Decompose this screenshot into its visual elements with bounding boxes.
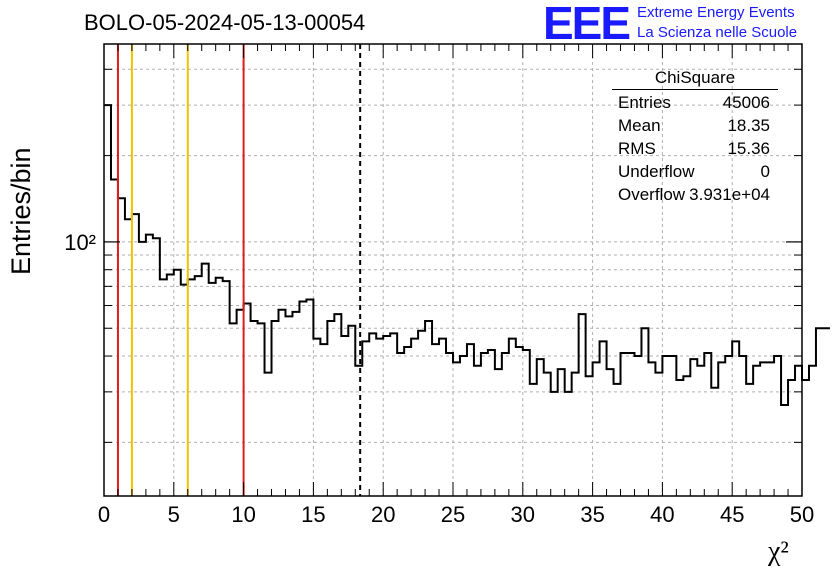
stats-row-underflow: Underflow 0 <box>612 160 778 183</box>
x-tick-label: 10 <box>231 502 255 527</box>
x-tick-label: 0 <box>98 502 110 527</box>
stats-row-overflow: Overflow 3.931e+04 <box>612 183 778 206</box>
stats-value: 45006 <box>722 93 770 112</box>
chart-title: BOLO-05-2024-05-13-00054 <box>84 10 366 35</box>
stats-key: RMS <box>618 139 656 158</box>
stats-row-mean: Mean 18.35 <box>612 114 778 137</box>
brand-line-2: La Scienza nelle Scuole <box>637 24 798 41</box>
x-tick-label: 50 <box>790 502 814 527</box>
x-tick-label: 5 <box>168 502 180 527</box>
y-tick-label: 10² <box>64 230 96 255</box>
brand-line-1: Extreme Energy Events <box>637 4 795 21</box>
x-tick-label: 45 <box>720 502 744 527</box>
histogram-series-line <box>104 104 830 406</box>
stats-value: 0 <box>760 162 770 181</box>
x-tick-label: 20 <box>371 502 395 527</box>
x-tick-label: 35 <box>580 502 604 527</box>
x-axis-label: χ² <box>768 536 789 567</box>
stats-box: ChiSquare Entries 45006 Mean 18.35 RMS 1… <box>612 68 778 206</box>
x-tick-label: 30 <box>511 502 535 527</box>
stats-key: Underflow <box>618 162 695 181</box>
stats-value: 3.931e+04 <box>689 185 770 204</box>
stats-key: Mean <box>618 116 661 135</box>
eee-logo: EEE <box>543 0 631 49</box>
stats-key: Overflow <box>618 185 686 204</box>
stats-row-rms: RMS 15.36 <box>612 137 778 160</box>
stats-row-entries: Entries 45006 <box>612 91 778 114</box>
x-tick-label: 15 <box>301 502 325 527</box>
x-tick-label: 40 <box>650 502 674 527</box>
y-axis-label: Entries/bin <box>6 147 36 275</box>
x-tick-label: 25 <box>441 502 465 527</box>
stats-title: ChiSquare <box>612 68 778 90</box>
stats-value: 15.36 <box>727 139 770 158</box>
stats-value: 18.35 <box>727 116 770 135</box>
stats-key: Entries <box>618 93 671 112</box>
